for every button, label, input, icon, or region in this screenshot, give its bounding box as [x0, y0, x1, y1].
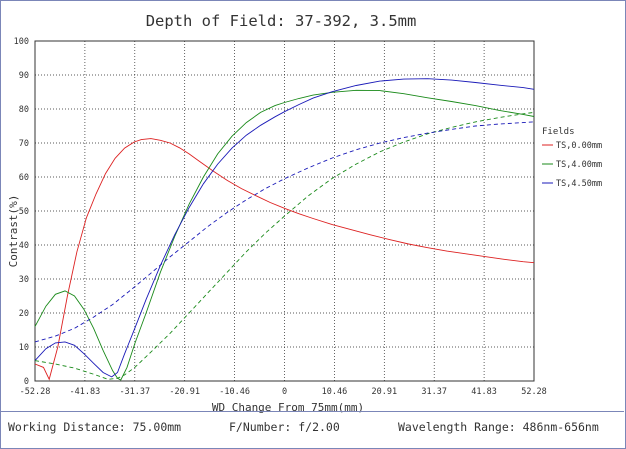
- y-tick-label: 90: [19, 71, 29, 81]
- footer-divider: [1, 411, 624, 412]
- chart-title: Depth of Field: 37-392, 3.5mm: [146, 12, 417, 30]
- legend: Fields TS,0.00mm TS,4.00mm TS,4.50mm: [542, 127, 602, 189]
- x-tick-label: 31.37: [421, 387, 447, 397]
- y-tick-label: 80: [19, 105, 29, 115]
- f-number: F/Number: f/2.00: [229, 420, 340, 434]
- legend-entry: TS,4.50mm: [556, 179, 602, 189]
- legend-entry: TS,4.00mm: [556, 160, 602, 170]
- y-tick-label: 40: [19, 241, 29, 251]
- x-tick-label: -41.83: [70, 387, 101, 397]
- series-group: [34, 78, 535, 381]
- x-tick-label: 20.91: [372, 387, 398, 397]
- y-tick-labels: 0 10 20 30 40 50 60 70 80 90 100: [14, 37, 29, 387]
- y-tick-label: 100: [14, 37, 29, 47]
- y-tick-label: 30: [19, 275, 29, 285]
- x-axis-label: WD Change From 75mm(mm): [212, 401, 364, 414]
- series-line-4: [34, 111, 535, 380]
- working-distance: Working Distance: 75.00mm: [8, 420, 182, 434]
- series-line-5: [34, 121, 535, 343]
- x-tick-label: -31.37: [119, 387, 150, 397]
- series-line-2: [34, 78, 535, 378]
- series-line-0: [34, 138, 535, 381]
- y-tick-label: 0: [24, 377, 29, 387]
- x-tick-label: -52.28: [20, 387, 51, 397]
- x-tick-label: 10.46: [322, 387, 348, 397]
- x-tick-labels: -52.28 -41.83 -31.37 -20.91 -10.46 0 10.46 20.9…: [20, 387, 547, 397]
- y-axis-label: Contrast(%): [7, 195, 20, 268]
- x-tick-label: -20.91: [169, 387, 200, 397]
- wavelength-range: Wavelength Range: 486nm-656nm: [398, 420, 599, 434]
- y-tick-label: 60: [19, 173, 29, 183]
- x-tick-label: 41.83: [471, 387, 497, 397]
- y-tick-label: 70: [19, 139, 29, 149]
- grid: [35, 41, 534, 381]
- legend-entry: TS,0.00mm: [556, 141, 602, 151]
- y-tick-label: 20: [19, 309, 29, 319]
- x-tick-label: 52.28: [521, 387, 547, 397]
- x-tick-label: -10.46: [219, 387, 250, 397]
- y-tick-label: 10: [19, 343, 29, 353]
- series-line-1: [34, 89, 535, 381]
- legend-title: Fields: [542, 127, 575, 137]
- y-tick-label: 50: [19, 207, 29, 217]
- x-tick-label: 0: [282, 387, 287, 397]
